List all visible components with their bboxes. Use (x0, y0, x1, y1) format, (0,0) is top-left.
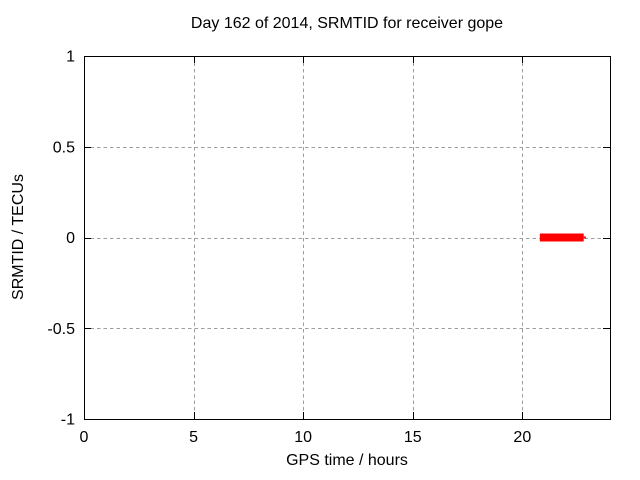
x-axis-label: GPS time / hours (286, 452, 408, 469)
x-tick-label: 15 (404, 429, 422, 446)
y-tick-label: -1 (61, 412, 75, 429)
chart-title: Day 162 of 2014, SRMTID for receiver gop… (190, 15, 504, 32)
y-tick-label: 1 (66, 49, 75, 66)
x-tick-label: 20 (513, 429, 531, 446)
x-tick-label: 0 (80, 429, 89, 446)
x-tick-label: 10 (294, 429, 312, 446)
y-tick-label: 0.5 (53, 139, 75, 156)
y-tick-label: -0.5 (47, 321, 75, 338)
y-tick-label: 0 (66, 230, 75, 247)
x-tick-label: 5 (189, 429, 198, 446)
